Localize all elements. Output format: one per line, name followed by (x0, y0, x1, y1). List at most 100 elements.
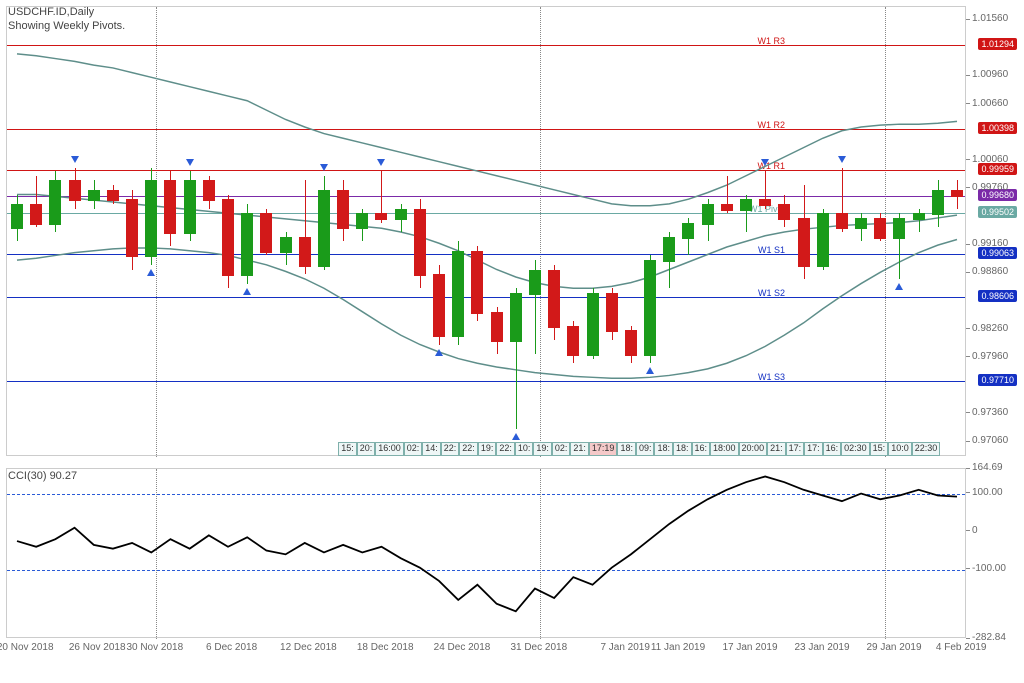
cci-title: CCI(30) 90.27 (8, 470, 77, 482)
pivot-value-tag: 0.97710 (978, 374, 1017, 386)
candle[interactable] (318, 7, 330, 457)
time-strip-cell: 16: (823, 442, 842, 456)
candle[interactable] (893, 7, 905, 457)
time-strip-cell: 18: (673, 442, 692, 456)
candle-body (874, 218, 886, 239)
candle-body (318, 190, 330, 267)
cci-y-tick: 100.00 (966, 487, 1024, 498)
candle[interactable] (644, 7, 656, 457)
candle[interactable] (836, 7, 848, 457)
cci-y-tick: -100.00 (966, 563, 1024, 574)
candle-body (491, 312, 503, 342)
candle[interactable] (567, 7, 579, 457)
candle-body (836, 213, 848, 229)
fractal-arrow-icon (512, 433, 520, 440)
candle[interactable] (126, 7, 138, 457)
x-axis-date: 20 Nov 2018 (0, 642, 54, 683)
candle[interactable] (721, 7, 733, 457)
candle-body (395, 209, 407, 220)
candle[interactable] (510, 7, 522, 457)
candle[interactable] (855, 7, 867, 457)
time-strip-cell: 19: (533, 442, 552, 456)
candle[interactable] (548, 7, 560, 457)
candle[interactable] (817, 7, 829, 457)
candle[interactable] (682, 7, 694, 457)
candle[interactable] (375, 7, 387, 457)
cci-value: 90.27 (50, 470, 78, 482)
candle[interactable] (337, 7, 349, 457)
candle[interactable] (625, 7, 637, 457)
candle[interactable] (107, 7, 119, 457)
candle[interactable] (280, 7, 292, 457)
pivot-value-tag: 0.98606 (978, 290, 1017, 302)
price-y-tick: 1.01560 (966, 13, 1024, 24)
candle[interactable] (203, 7, 215, 457)
candle[interactable] (49, 7, 61, 457)
candle-body (337, 190, 349, 230)
x-axis-date: 17 Jan 2019 (722, 642, 777, 683)
x-axis-date: 7 Jan 2019 (600, 642, 650, 683)
candle[interactable] (778, 7, 790, 457)
candle[interactable] (798, 7, 810, 457)
candle[interactable] (759, 7, 771, 457)
candle[interactable] (414, 7, 426, 457)
x-axis-date: 12 Dec 2018 (280, 642, 337, 683)
candle[interactable] (222, 7, 234, 457)
candle-body (471, 251, 483, 314)
candle[interactable] (932, 7, 944, 457)
candle-body (587, 293, 599, 356)
candle[interactable] (241, 7, 253, 457)
candle-wick (919, 209, 920, 232)
candle[interactable] (69, 7, 81, 457)
candle[interactable] (471, 7, 483, 457)
fractal-arrow-icon (320, 164, 328, 171)
candle[interactable] (88, 7, 100, 457)
pivot-value-tag: 1.00398 (978, 122, 1017, 134)
candle[interactable] (874, 7, 886, 457)
candle[interactable] (702, 7, 714, 457)
candle-body (913, 213, 925, 220)
price-plot[interactable]: 1.01294W1 R31.00398W1 R20.99959W1 R10.99… (6, 6, 966, 456)
time-strip-cell: 17: (804, 442, 823, 456)
candle[interactable] (433, 7, 445, 457)
candle-body (356, 213, 368, 229)
candle-body (510, 293, 522, 342)
pivot-value-tag: 0.99959 (978, 163, 1017, 175)
candle[interactable] (145, 7, 157, 457)
time-strip-cell: 21: (570, 442, 589, 456)
candle-body (126, 199, 138, 257)
candle[interactable] (164, 7, 176, 457)
chart-subtitle: Showing Weekly Pivots. (8, 20, 125, 32)
candle-body (260, 213, 272, 253)
price-y-tick: 0.99760 (966, 182, 1024, 193)
cci-plot[interactable] (6, 468, 966, 638)
candle[interactable] (452, 7, 464, 457)
candle[interactable] (260, 7, 272, 457)
fractal-arrow-icon (71, 156, 79, 163)
fractal-arrow-icon (435, 349, 443, 356)
candle[interactable] (740, 7, 752, 457)
price-y-tick: 0.99160 (966, 238, 1024, 249)
price-y-tick: 1.00660 (966, 98, 1024, 109)
candle[interactable] (299, 7, 311, 457)
candle[interactable] (491, 7, 503, 457)
time-strip-cell: 18: (617, 442, 636, 456)
pivot-value-tag: 1.01294 (978, 38, 1017, 50)
candle[interactable] (663, 7, 675, 457)
candle[interactable] (951, 7, 963, 457)
candle[interactable] (587, 7, 599, 457)
candle[interactable] (11, 7, 23, 457)
candle-body (932, 190, 944, 215)
candle[interactable] (606, 7, 618, 457)
candle[interactable] (30, 7, 42, 457)
candle[interactable] (913, 7, 925, 457)
candle-body (740, 199, 752, 210)
price-y-tick: 0.97060 (966, 435, 1024, 446)
time-strip-cell: 17:19 (589, 442, 618, 456)
time-strip-cell: 22: (441, 442, 460, 456)
candle[interactable] (356, 7, 368, 457)
candle[interactable] (184, 7, 196, 457)
candle-body (452, 251, 464, 337)
candle[interactable] (395, 7, 407, 457)
candle[interactable] (529, 7, 541, 457)
